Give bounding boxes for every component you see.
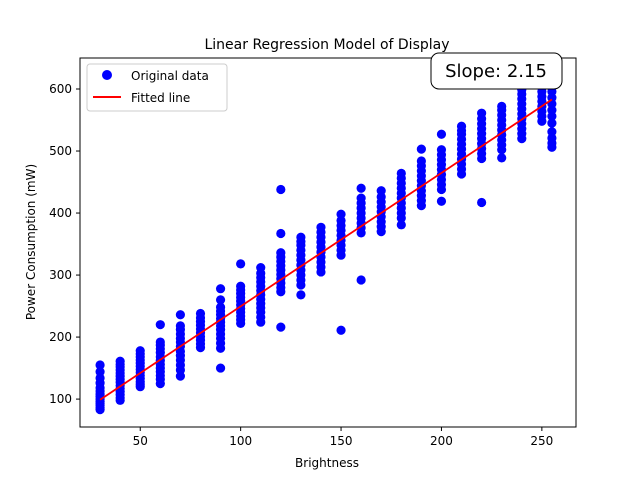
- data-point: [547, 127, 557, 137]
- y-tick-label: 100: [49, 392, 72, 406]
- data-point: [276, 322, 286, 332]
- data-point: [296, 232, 306, 242]
- slope-annotation-text: Slope: 2.15: [445, 61, 547, 82]
- legend-label-fitted-line: Fitted line: [131, 91, 190, 105]
- y-axis-label: Power Consumption (mW): [24, 164, 38, 320]
- data-point: [356, 193, 366, 203]
- data-point: [436, 145, 447, 155]
- data-point: [547, 118, 557, 128]
- x-axis-ticks: 50 100 150 200 250: [133, 427, 553, 448]
- y-tick-label: 400: [49, 206, 72, 220]
- data-point: [477, 108, 487, 118]
- data-point: [316, 222, 326, 232]
- data-point: [396, 168, 406, 178]
- data-point: [95, 367, 105, 377]
- data-point: [236, 281, 246, 291]
- scatter-points-layer: [95, 76, 557, 415]
- data-point: [135, 346, 145, 356]
- x-tick-label: 250: [530, 434, 553, 448]
- y-tick-label: 600: [49, 82, 72, 96]
- data-point: [215, 295, 226, 305]
- data-point: [436, 196, 447, 206]
- data-point: [175, 310, 185, 320]
- plot-area-frame: [79, 57, 577, 428]
- x-tick-label: 200: [430, 434, 453, 448]
- x-tick-label: 50: [133, 434, 148, 448]
- data-point: [276, 228, 286, 239]
- data-point: [215, 363, 226, 373]
- data-point: [215, 302, 226, 312]
- legend-frame: [86, 63, 228, 112]
- data-point: [497, 153, 507, 163]
- data-point: [276, 248, 286, 258]
- data-point: [155, 320, 165, 330]
- y-tick-label: 200: [49, 330, 72, 344]
- slope-annotation: Slope: 2.15: [430, 52, 563, 90]
- slope-annotation-box: [430, 52, 563, 90]
- fit-line-layer: [99, 98, 553, 401]
- data-point: [236, 259, 246, 269]
- data-point: [115, 356, 125, 366]
- data-point: [396, 220, 406, 230]
- data-point: [416, 144, 426, 154]
- y-tick-label: 500: [49, 144, 72, 158]
- y-tick-label: 300: [49, 268, 72, 282]
- data-point: [276, 184, 286, 195]
- fitted-line: [99, 98, 553, 401]
- data-point: [416, 156, 426, 166]
- data-point: [456, 121, 467, 131]
- data-point: [256, 263, 266, 273]
- data-point: [195, 308, 206, 319]
- legend-marker-original-data: [102, 70, 112, 80]
- x-axis-label: Brightness: [295, 456, 359, 470]
- data-point: [477, 197, 487, 208]
- chart-title: Linear Regression Model of Display: [204, 37, 449, 53]
- data-point: [215, 284, 226, 294]
- legend: Original data Fitted line: [86, 63, 228, 112]
- y-axis-ticks: 100 200 300 400 500 600: [49, 82, 80, 406]
- data-point: [95, 360, 105, 370]
- data-point: [336, 325, 346, 335]
- x-tick-label: 150: [330, 434, 353, 448]
- data-point: [376, 186, 386, 196]
- data-point: [356, 183, 366, 193]
- data-point: [155, 337, 165, 347]
- data-point: [356, 275, 366, 285]
- data-point: [497, 101, 507, 111]
- data-point: [175, 321, 185, 331]
- data-point: [336, 209, 346, 219]
- data-point: [436, 129, 447, 139]
- legend-label-original-data: Original data: [131, 69, 209, 83]
- x-tick-label: 100: [229, 434, 252, 448]
- data-point: [296, 290, 306, 300]
